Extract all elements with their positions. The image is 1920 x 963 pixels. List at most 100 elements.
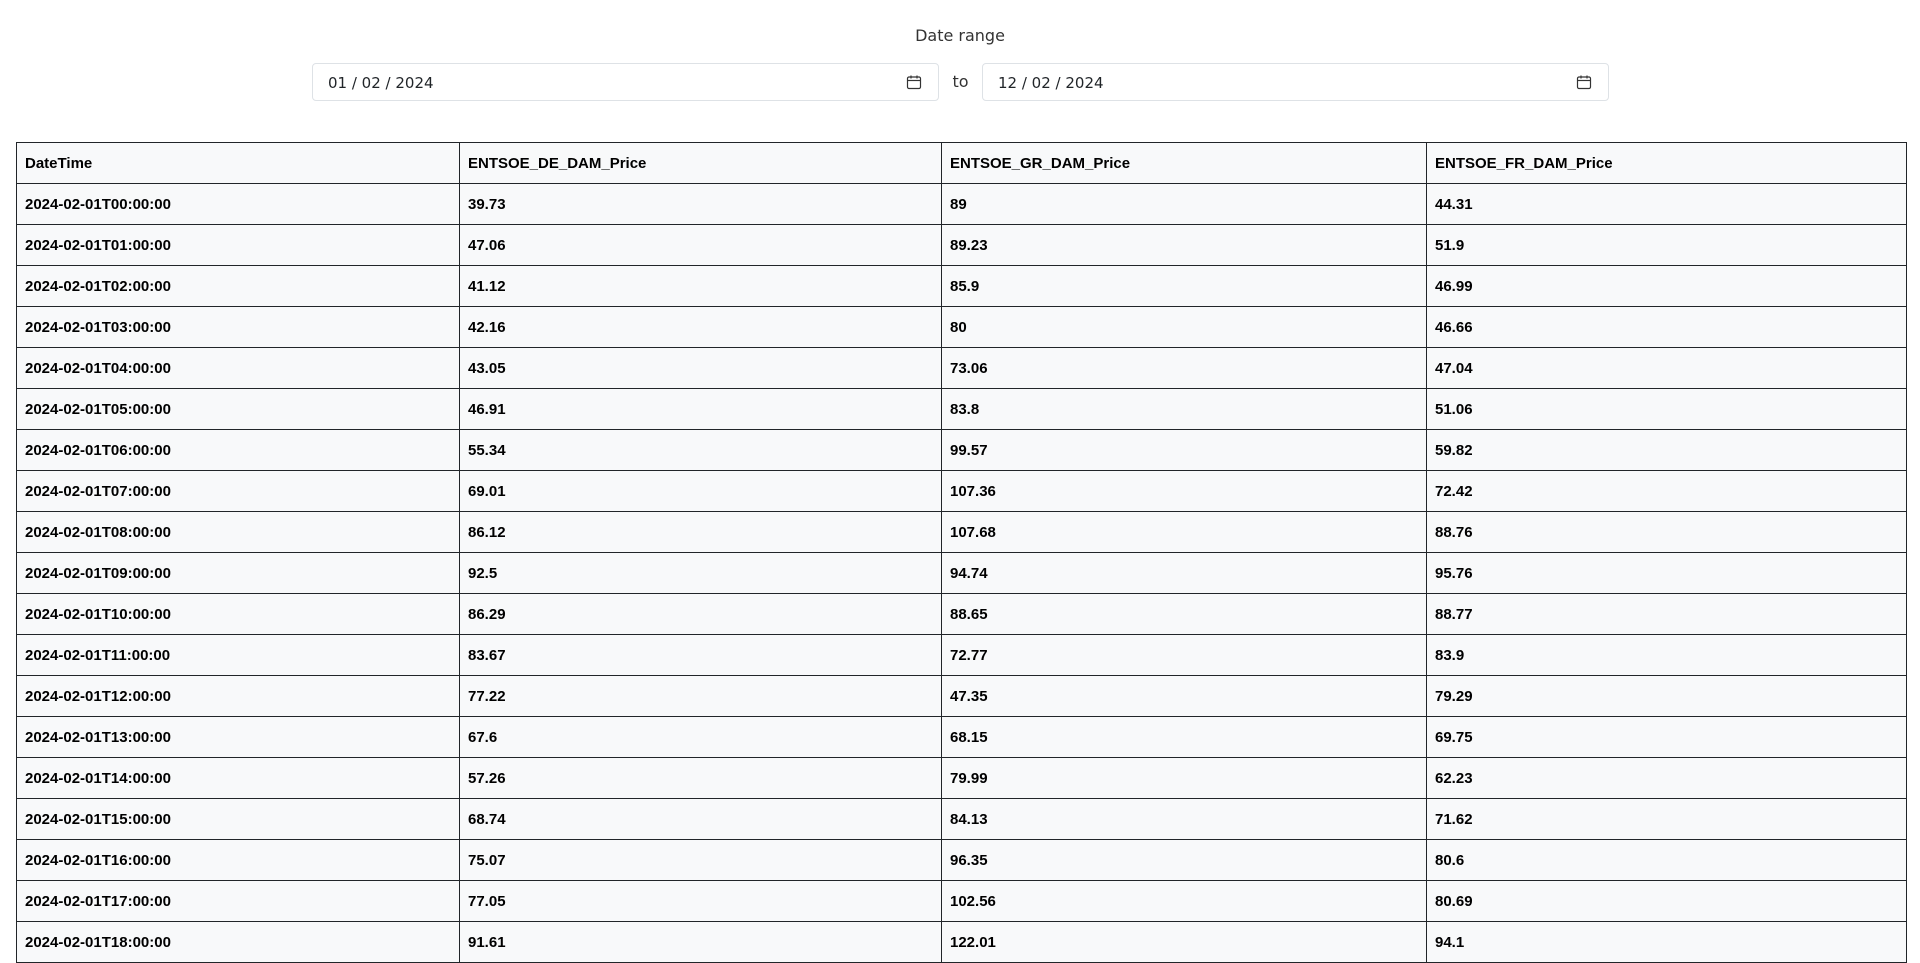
cell-datetime: 2024-02-01T11:00:00 [16,634,460,676]
cell-datetime: 2024-02-01T13:00:00 [16,716,460,758]
cell-de-price: 46.91 [459,388,942,430]
cell-de-price: 55.34 [459,429,942,471]
cell-de-price: 57.26 [459,757,942,799]
cell-fr-price: 80.6 [1426,839,1907,881]
cell-gr-price: 79.99 [941,757,1427,799]
cell-de-price: 69.01 [459,470,942,512]
cell-datetime: 2024-02-01T00:00:00 [16,183,460,225]
table-row: 2024-02-01T09:00:00 92.5 94.74 95.76 [16,552,1907,594]
cell-fr-price: 79.29 [1426,675,1907,717]
cell-gr-price: 80 [941,306,1427,348]
table-row: 2024-02-01T07:00:00 69.01 107.36 72.42 [16,470,1907,512]
date-range-picker: Date range 01 / 02 / 2024 to 12 / 02 / 2… [0,0,1920,120]
date-from-input[interactable]: 01 / 02 / 2024 [312,63,939,101]
cell-datetime: 2024-02-01T18:00:00 [16,921,460,963]
table-row: 2024-02-01T10:00:00 86.29 88.65 88.77 [16,593,1907,635]
cell-fr-price: 46.99 [1426,265,1907,307]
cell-datetime: 2024-02-01T06:00:00 [16,429,460,471]
cell-datetime: 2024-02-01T08:00:00 [16,511,460,553]
cell-datetime: 2024-02-01T17:00:00 [16,880,460,922]
cell-de-price: 77.05 [459,880,942,922]
cell-de-price: 83.67 [459,634,942,676]
cell-de-price: 43.05 [459,347,942,389]
cell-fr-price: 94.1 [1426,921,1907,963]
table-header-row: DateTime ENTSOE_DE_DAM_Price ENTSOE_GR_D… [16,142,1907,184]
calendar-icon[interactable] [906,74,922,90]
cell-fr-price: 80.69 [1426,880,1907,922]
cell-fr-price: 44.31 [1426,183,1907,225]
to-label: to [952,72,969,91]
date-to-value: 12 / 02 / 2024 [998,74,1104,92]
table-row: 2024-02-01T04:00:00 43.05 73.06 47.04 [16,347,1907,389]
cell-fr-price: 88.76 [1426,511,1907,553]
cell-gr-price: 96.35 [941,839,1427,881]
cell-de-price: 86.29 [459,593,942,635]
cell-datetime: 2024-02-01T01:00:00 [16,224,460,266]
cell-gr-price: 88.65 [941,593,1427,635]
cell-de-price: 77.22 [459,675,942,717]
cell-datetime: 2024-02-01T04:00:00 [16,347,460,389]
cell-gr-price: 85.9 [941,265,1427,307]
date-range-label: Date range [915,26,1005,45]
cell-gr-price: 107.36 [941,470,1427,512]
table-row: 2024-02-01T02:00:00 41.12 85.9 46.99 [16,265,1907,307]
cell-de-price: 91.61 [459,921,942,963]
cell-de-price: 47.06 [459,224,942,266]
table-row: 2024-02-01T00:00:00 39.73 89 44.31 [16,183,1907,225]
table-row: 2024-02-01T01:00:00 47.06 89.23 51.9 [16,224,1907,266]
cell-gr-price: 99.57 [941,429,1427,471]
column-header-datetime[interactable]: DateTime [16,142,460,184]
cell-de-price: 92.5 [459,552,942,594]
price-table: DateTime ENTSOE_DE_DAM_Price ENTSOE_GR_D… [16,142,1907,963]
table-row: 2024-02-01T13:00:00 67.6 68.15 69.75 [16,716,1907,758]
cell-datetime: 2024-02-01T15:00:00 [16,798,460,840]
calendar-icon[interactable] [1576,74,1592,90]
cell-fr-price: 95.76 [1426,552,1907,594]
cell-datetime: 2024-02-01T09:00:00 [16,552,460,594]
cell-de-price: 67.6 [459,716,942,758]
cell-de-price: 86.12 [459,511,942,553]
table-row: 2024-02-01T15:00:00 68.74 84.13 71.62 [16,798,1907,840]
column-header-gr-price[interactable]: ENTSOE_GR_DAM_Price [941,142,1427,184]
cell-datetime: 2024-02-01T07:00:00 [16,470,460,512]
column-header-fr-price[interactable]: ENTSOE_FR_DAM_Price [1426,142,1907,184]
cell-datetime: 2024-02-01T14:00:00 [16,757,460,799]
cell-de-price: 42.16 [459,306,942,348]
cell-de-price: 41.12 [459,265,942,307]
cell-fr-price: 62.23 [1426,757,1907,799]
cell-gr-price: 107.68 [941,511,1427,553]
date-from-value: 01 / 02 / 2024 [328,74,434,92]
cell-gr-price: 47.35 [941,675,1427,717]
cell-gr-price: 72.77 [941,634,1427,676]
cell-fr-price: 69.75 [1426,716,1907,758]
cell-gr-price: 89.23 [941,224,1427,266]
cell-datetime: 2024-02-01T02:00:00 [16,265,460,307]
cell-gr-price: 73.06 [941,347,1427,389]
date-to-input[interactable]: 12 / 02 / 2024 [982,63,1609,101]
cell-fr-price: 51.9 [1426,224,1907,266]
cell-fr-price: 83.9 [1426,634,1907,676]
cell-fr-price: 59.82 [1426,429,1907,471]
cell-fr-price: 88.77 [1426,593,1907,635]
cell-fr-price: 71.62 [1426,798,1907,840]
table-row: 2024-02-01T03:00:00 42.16 80 46.66 [16,306,1907,348]
cell-gr-price: 89 [941,183,1427,225]
cell-datetime: 2024-02-01T12:00:00 [16,675,460,717]
cell-datetime: 2024-02-01T03:00:00 [16,306,460,348]
cell-fr-price: 72.42 [1426,470,1907,512]
cell-fr-price: 51.06 [1426,388,1907,430]
table-row: 2024-02-01T11:00:00 83.67 72.77 83.9 [16,634,1907,676]
cell-datetime: 2024-02-01T05:00:00 [16,388,460,430]
cell-de-price: 75.07 [459,839,942,881]
price-table-container: DateTime ENTSOE_DE_DAM_Price ENTSOE_GR_D… [16,142,1907,963]
cell-gr-price: 84.13 [941,798,1427,840]
cell-fr-price: 47.04 [1426,347,1907,389]
table-row: 2024-02-01T16:00:00 75.07 96.35 80.6 [16,839,1907,881]
cell-gr-price: 68.15 [941,716,1427,758]
column-header-de-price[interactable]: ENTSOE_DE_DAM_Price [459,142,942,184]
cell-datetime: 2024-02-01T16:00:00 [16,839,460,881]
table-row: 2024-02-01T08:00:00 86.12 107.68 88.76 [16,511,1907,553]
table-row: 2024-02-01T05:00:00 46.91 83.8 51.06 [16,388,1907,430]
cell-datetime: 2024-02-01T10:00:00 [16,593,460,635]
table-body: 2024-02-01T00:00:00 39.73 89 44.31 2024-02-0… [16,183,1907,963]
